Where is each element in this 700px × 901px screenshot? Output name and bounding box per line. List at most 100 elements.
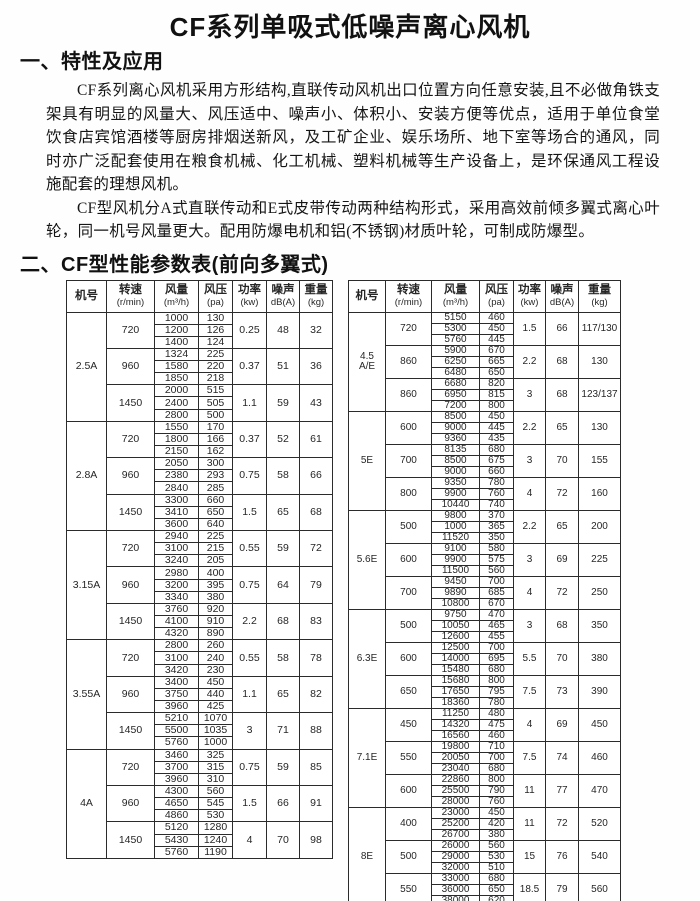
flow-cell: 3340 — [154, 590, 199, 604]
noise-cell: 68 — [545, 608, 579, 643]
table-row: 550 33000 680 18.5 79 560 — [349, 872, 621, 901]
pressure-cell: 315 — [198, 760, 233, 774]
noise-cell: 65 — [545, 410, 579, 445]
flow-cell: 1000 — [154, 311, 199, 325]
pressure-cell: 815 — [479, 388, 514, 401]
noise-cell: 79 — [545, 872, 579, 901]
pressure-cell: 450 — [479, 410, 514, 423]
table-row: 1450 3760 920 2.2 68 83 — [67, 602, 333, 641]
column-header: 重量 (kg) — [578, 279, 621, 313]
pressure-cell: 650 — [479, 883, 514, 896]
noise-cell: 70 — [266, 821, 300, 859]
noise-cell: 65 — [266, 493, 300, 532]
pressure-cell: 580 — [479, 542, 514, 555]
model-cell: 8E — [348, 806, 386, 901]
pressure-cell: 445 — [479, 421, 514, 434]
pressure-cell: 220 — [198, 360, 233, 374]
power-cell: 4 — [513, 476, 546, 511]
pressure-cell: 640 — [198, 517, 233, 532]
flow-cell: 4650 — [154, 797, 199, 811]
flow-cell: 10440 — [431, 498, 480, 511]
flow-cell: 2980 — [154, 566, 199, 580]
power-cell: 3 — [513, 608, 546, 643]
pressure-cell: 545 — [198, 797, 233, 811]
column-header: 机号 — [66, 279, 107, 313]
speed-cell: 700 — [385, 575, 432, 610]
power-cell: 0.75 — [232, 748, 267, 786]
power-cell: 2.2 — [513, 410, 546, 445]
weight-cell: 117/130 — [578, 311, 621, 346]
weight-cell: 123/137 — [578, 377, 621, 412]
pressure-cell: 910 — [198, 615, 233, 629]
flow-cell: 20050 — [431, 751, 480, 764]
flow-cell: 3960 — [154, 699, 199, 714]
table-row: 1450 2000 515 1.1 59 43 — [67, 384, 333, 422]
table-row: 32000 510 — [349, 861, 621, 874]
pressure-cell: 670 — [479, 344, 514, 357]
flow-cell: 18360 — [431, 696, 480, 709]
column-header: 风压 (pa) — [479, 279, 514, 313]
flow-cell: 36000 — [431, 883, 480, 896]
pressure-cell: 695 — [479, 652, 514, 665]
pressure-cell: 460 — [479, 311, 514, 324]
pressure-cell: 1035 — [198, 724, 233, 738]
noise-cell: 68 — [266, 602, 300, 641]
speed-cell: 500 — [385, 839, 432, 874]
pressure-cell: 500 — [198, 408, 233, 422]
header-row: 机号 转速 (r/min) 风量 (m³/h) 风压 (pa) 功率 (kw) 噪声 dB(A) 重量… — [348, 279, 621, 313]
pressure-cell: 680 — [479, 762, 514, 775]
weight-cell: 350 — [578, 608, 621, 643]
pressure-cell: 800 — [479, 773, 514, 786]
power-cell: 0.55 — [232, 639, 267, 677]
table-row: 8E 400 23000 450 11 72 520 — [348, 806, 621, 901]
speed-cell: 860 — [385, 344, 432, 379]
flow-cell: 11520 — [431, 531, 480, 544]
flow-cell: 26000 — [431, 839, 480, 852]
pressure-cell: 650 — [198, 505, 233, 519]
flow-cell: 6480 — [431, 366, 480, 379]
column-header: 机号 — [348, 279, 386, 313]
flow-cell: 5120 — [154, 821, 199, 835]
noise-cell: 70 — [545, 443, 579, 478]
pressure-cell: 218 — [198, 372, 233, 386]
pressure-cell: 1240 — [198, 833, 233, 847]
table-row: 700 8135 680 3 70 155 — [349, 443, 621, 478]
table-row: 5300 450 — [349, 322, 621, 335]
flow-cell: 10050 — [431, 619, 480, 632]
flow-cell: 5760 — [154, 736, 199, 750]
table-row: 650 15680 800 7.5 73 390 — [349, 674, 621, 709]
pressure-cell: 820 — [479, 377, 514, 390]
pressure-cell: 130 — [198, 311, 233, 325]
weight-cell: 470 — [578, 773, 621, 808]
noise-cell: 72 — [545, 476, 579, 511]
speed-cell: 720 — [385, 311, 432, 346]
pressure-cell: 470 — [479, 608, 514, 621]
pressure-cell: 450 — [198, 675, 233, 689]
table-row: 700 9450 700 4 72 250 — [349, 575, 621, 610]
perf-table-left: 机号 转速 (r/min) 风量 (m³/h) 风压 (pa) 功率 (kw) 噪声 dB(A) 重量… — [66, 279, 333, 859]
weight-cell: 88 — [299, 712, 333, 750]
speed-cell: 800 — [385, 476, 432, 511]
pressure-cell: 795 — [479, 685, 514, 698]
speed-cell: 960 — [106, 566, 155, 604]
noise-cell: 72 — [545, 806, 579, 841]
pressure-cell: 170 — [198, 420, 233, 434]
table-row: 1450 3300 660 1.5 65 68 — [67, 493, 333, 532]
pressure-cell: 450 — [479, 322, 514, 335]
power-cell: 11 — [513, 806, 546, 841]
flow-cell: 5210 — [154, 712, 199, 726]
flow-cell: 3460 — [154, 748, 199, 762]
weight-cell: 68 — [299, 493, 333, 532]
model-cell: 4A — [66, 748, 107, 859]
flow-cell: 1000 — [431, 520, 480, 533]
pressure-cell: 124 — [198, 335, 233, 349]
noise-cell: 74 — [545, 740, 579, 775]
table-row: 2800 500 — [67, 408, 333, 422]
pressure-cell: 800 — [479, 674, 514, 687]
weight-cell: 82 — [299, 675, 333, 714]
flow-cell: 28000 — [431, 795, 480, 808]
pressure-cell: 560 — [479, 564, 514, 577]
noise-cell: 76 — [545, 839, 579, 874]
pressure-cell: 365 — [479, 520, 514, 533]
power-cell: 1.1 — [232, 675, 267, 714]
